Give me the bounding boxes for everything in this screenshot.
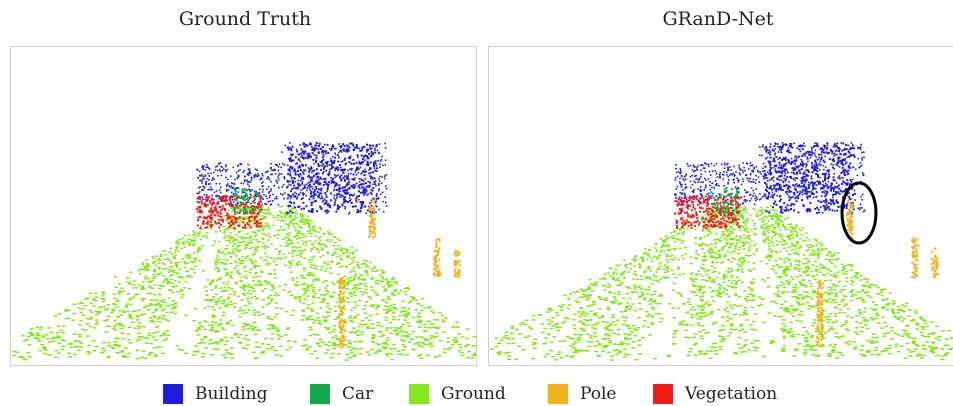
point-cloud-grand-net: [490, 142, 953, 361]
legend-label-car: Car: [342, 384, 374, 404]
panel-title-grand-net: GRanD-Net: [662, 8, 774, 30]
legend-item-building: Building: [163, 384, 267, 404]
legend-swatch-vegetation: [653, 384, 673, 404]
point-cloud-panel-ground-truth: [10, 46, 477, 366]
point-cloud-points: [490, 142, 953, 361]
legend-item-pole: Pole: [548, 384, 616, 404]
legend-item-car: Car: [310, 384, 373, 404]
legend-item-vegetation: Vegetation: [653, 384, 777, 404]
legend-item-ground: Ground: [409, 384, 506, 404]
panel-title-ground-truth: Ground Truth: [178, 8, 312, 30]
legend-swatch-building: [163, 384, 183, 404]
legend: Building Car Ground Pole Vegetation: [0, 384, 953, 406]
legend-swatch-car: [310, 384, 330, 404]
highlight-ellipse: [840, 181, 878, 245]
legend-label-pole: Pole: [580, 384, 617, 404]
point-cloud-ground-truth: [12, 142, 476, 361]
legend-label-ground: Ground: [441, 384, 506, 404]
legend-swatch-pole: [548, 384, 568, 404]
point-cloud-points: [12, 142, 476, 361]
legend-swatch-ground: [409, 384, 429, 404]
legend-label-vegetation: Vegetation: [685, 384, 778, 404]
legend-label-building: Building: [195, 384, 268, 404]
point-cloud-panel-grand-net: [488, 46, 953, 366]
